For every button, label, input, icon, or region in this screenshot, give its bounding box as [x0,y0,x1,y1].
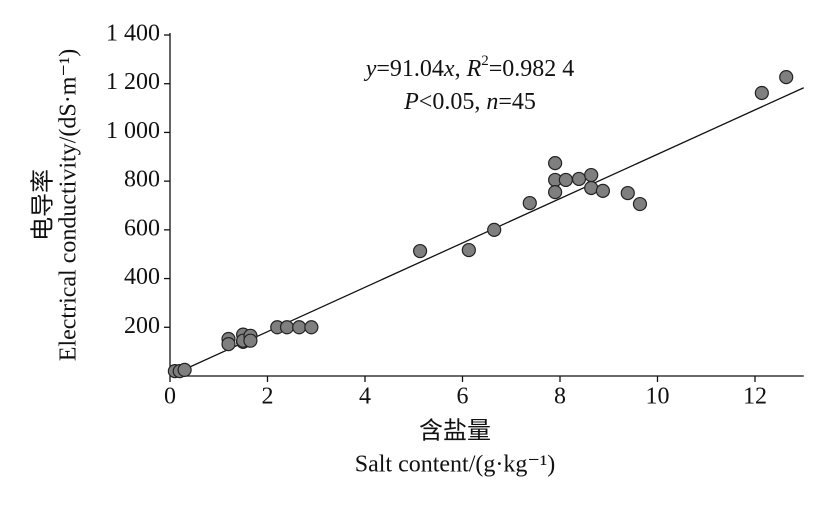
point [279,320,295,335]
x-label-cn: 含盐量 [419,418,491,445]
trendline [169,87,805,377]
annotation-part: <0.05, [419,89,487,115]
x-tick-label: 10 [646,384,670,410]
y-tick-label: 1 000 [106,118,160,144]
annotation-part: x [443,56,455,82]
point [779,70,794,85]
x-label-en: Salt content/(g·kg⁻¹) [355,452,555,478]
y-tick-label: 600 [124,215,160,241]
point [620,185,635,201]
x-tick-label: 0 [164,384,176,410]
point [304,320,319,335]
point [548,185,563,200]
point [177,362,192,378]
annotation-part: y [364,56,377,82]
point [632,196,648,212]
x-tick-label: 6 [457,384,469,410]
y-tick-label: 800 [124,167,160,193]
annotation-part: =0.982 4 [489,56,575,82]
x-tick-label: 4 [359,384,371,410]
annotation-part: , [455,56,467,82]
point [584,180,599,196]
annotation-part: P [403,89,419,115]
point [412,243,428,259]
annotation-part: =91.04 [376,56,444,82]
x-tick-label: 12 [743,384,767,410]
point [571,171,587,187]
y-tick-label: 400 [124,264,160,290]
y-tick-label: 1 400 [106,21,160,47]
annotation: P<0.05, n=45 [403,89,536,115]
annotation-part: R [466,56,482,82]
point [754,85,769,101]
annotation-part: n [486,89,498,115]
point [595,183,611,198]
x-tick-label: 8 [554,384,566,410]
point [243,333,258,348]
y-label-cn: 电导率 [30,169,57,241]
y-axis-title: 电导率 Electrical conductivity/(dS·m⁻¹) [30,49,82,361]
y-label-en: Electrical conductivity/(dS·m⁻¹) [56,49,82,361]
point [548,156,563,171]
annotation: y=91.04x, R2=0.982 4 [364,53,575,81]
point [461,242,476,258]
annotation-part: 2 [481,53,489,69]
point [221,336,236,352]
point [292,320,307,335]
y-tick-label: 1 200 [106,69,160,95]
point [522,195,537,211]
y-tick-label: 200 [124,313,160,339]
x-tick-label: 2 [262,384,274,410]
point [584,167,599,183]
point [558,172,573,188]
point [487,222,502,237]
annotation-part: =45 [498,89,536,115]
